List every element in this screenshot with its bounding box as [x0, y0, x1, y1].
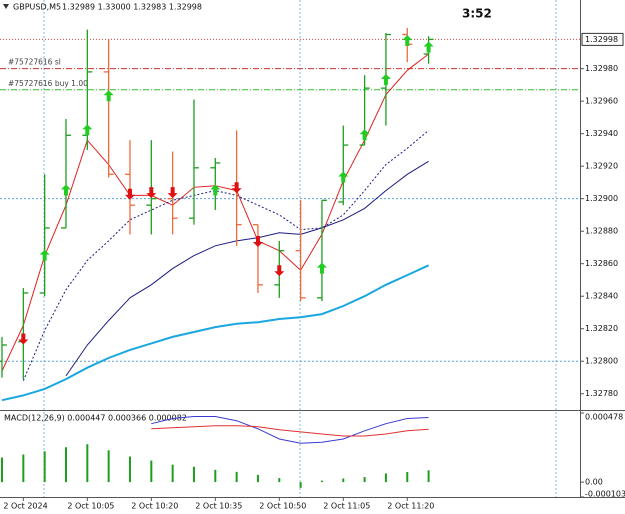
x-tick-label: 2 Oct 10:35	[195, 502, 242, 511]
histogram-bar	[192, 466, 195, 483]
y-tick-label: 1.32800	[585, 357, 618, 366]
histogram-bar	[64, 447, 67, 483]
buy-arrow	[380, 74, 391, 86]
y-tick-label: 1.32840	[585, 292, 618, 301]
buy-arrow	[210, 184, 221, 196]
y-tick-label: 1.32860	[585, 259, 618, 268]
buy-arrow	[338, 171, 349, 183]
y-tick-label: 0.000478	[585, 413, 623, 422]
buy-arrow	[402, 35, 413, 47]
histogram-bar	[342, 478, 345, 483]
x-tick-label: 2 Oct 11:20	[387, 502, 434, 511]
indicator-line	[65, 160, 429, 377]
y-tick-label: 1.32920	[585, 162, 618, 171]
histogram-bar	[214, 469, 217, 483]
indicator-line	[151, 416, 429, 444]
histogram-bar	[22, 454, 25, 483]
histogram-bar	[278, 478, 281, 483]
indicator-title: MACD(12,26,9) 0.000447 0.000366 0.000082	[4, 414, 187, 423]
x-tick-label: 2 Oct 10:50	[259, 502, 306, 511]
histogram-bar	[43, 451, 46, 483]
sell-arrow	[124, 188, 135, 200]
price-label: 1.32998	[585, 35, 618, 44]
sell-arrow	[252, 235, 263, 247]
y-tick-label: 1.32980	[585, 64, 618, 73]
buy-arrow	[359, 129, 370, 141]
y-tick-label: 1.32880	[585, 227, 618, 236]
histogram-bar	[171, 464, 174, 483]
order-label: #75727616 sl	[8, 58, 61, 67]
histogram-bar	[128, 456, 131, 483]
y-tick-label: 1.32960	[585, 97, 618, 106]
sell-arrow	[231, 182, 242, 194]
x-tick-label: 2 Oct 2024	[3, 502, 47, 511]
x-tick-label: 2 Oct 10:20	[131, 502, 178, 511]
histogram-bar	[86, 444, 89, 483]
histogram-bar	[150, 460, 153, 483]
histogram-bar	[299, 482, 302, 488]
histogram-bar	[406, 471, 409, 483]
menu-triangle[interactable]	[3, 4, 9, 9]
y-tick-label: -0.000103	[585, 490, 625, 499]
histogram-bar	[256, 474, 259, 483]
histogram-bar	[427, 470, 430, 483]
sell-arrow	[167, 187, 178, 199]
y-tick-label: 1.32820	[585, 324, 618, 333]
indicator-line	[151, 425, 429, 437]
histogram-bar	[320, 480, 323, 483]
price-label-box	[581, 32, 624, 46]
timer: 3:52	[462, 7, 492, 21]
symbol-title: GBPUSD,M5	[13, 3, 61, 12]
buy-arrow	[423, 41, 434, 53]
y-tick-label: 1.32940	[585, 129, 618, 138]
indicator-line	[1, 264, 430, 402]
buy-arrow	[103, 90, 114, 102]
histogram-bar	[363, 477, 366, 483]
sell-arrow	[18, 333, 29, 345]
sell-arrow	[146, 187, 157, 199]
histogram-bar	[384, 473, 387, 483]
buy-arrow	[316, 262, 327, 274]
sell-arrow	[274, 265, 285, 277]
y-tick-label: 1.32780	[585, 389, 618, 398]
histogram-bar	[235, 471, 238, 483]
x-tick-label: 2 Oct 10:05	[67, 502, 114, 511]
y-tick-label: 1.32900	[585, 194, 618, 203]
indicator-line	[22, 130, 429, 381]
order-label: #75727616 buy 1.00	[8, 79, 88, 88]
buy-arrow	[60, 184, 71, 196]
buy-arrow	[39, 249, 50, 261]
quote: 1.32989 1.33000 1.32983 1.32998	[62, 3, 202, 12]
histogram-bar	[107, 450, 110, 483]
buy-arrow	[82, 124, 93, 136]
histogram-bar	[1, 457, 3, 483]
x-tick-label: 2 Oct 11:05	[323, 502, 370, 511]
y-tick-label: 0.00	[585, 478, 603, 487]
